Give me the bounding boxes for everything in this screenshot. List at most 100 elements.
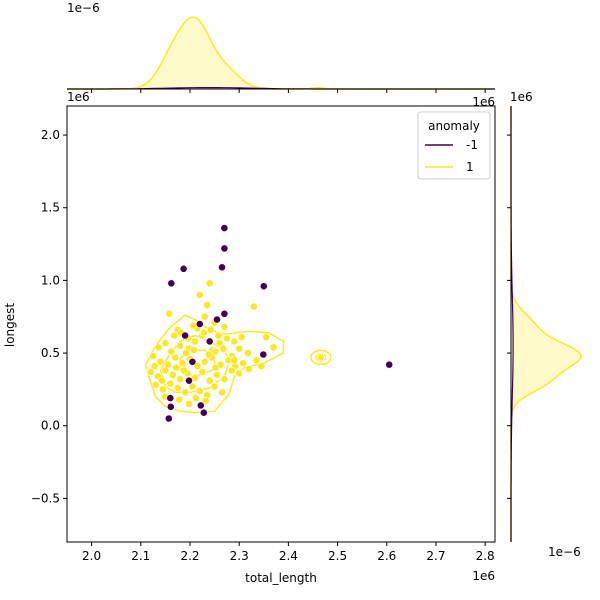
x-tick-label: 2.2 [180,549,199,563]
scatter-point-anomaly-pos [269,343,278,352]
scatter-point-anomaly-pos [189,346,198,355]
scatter-point-anomaly-pos [220,375,229,384]
scatter-point-anomaly-pos [185,399,193,408]
x-tick-label: 2.3 [230,549,249,563]
scatter-point-anomaly-pos [245,365,253,373]
scatter-point-anomaly-pos [170,331,179,340]
scatter-point-anomaly-pos [181,388,189,397]
scatter-point-anomaly-pos [249,302,258,311]
scatter-point-anomaly-pos [211,363,220,372]
scatter-point-anomaly-pos [205,279,214,288]
plot-frame [66,105,496,543]
scatter-point-anomaly-pos [166,379,175,388]
scatter-point-anomaly-pos [206,325,215,334]
scatter-point-anomaly-neg [166,394,175,402]
scatter-point-anomaly-pos [156,357,165,366]
scatter-point-anomaly-pos [199,328,208,337]
scatter-point-anomaly-pos [200,312,209,321]
scatter-point-anomaly-pos [173,383,182,392]
y-tick-label: 1.5 [41,201,60,215]
scatter-point-anomaly-pos [211,347,220,356]
scatter-point-anomaly-neg [259,282,268,291]
main-plot-area: 2.0 2.1 2.2 2.3 2.4 2.5 2.6 2.7 2.8 −0.5 0.0 0.5 1.… [3,90,533,585]
scatter-point-anomaly-pos [176,375,184,384]
scatter-point-anomaly-neg [220,244,229,253]
x-tick-label: 2.0 [82,549,101,563]
top-marginal-offset-label: 1e−6 [67,1,100,15]
x-tick-label: 2.6 [377,549,396,563]
y-tick-label: 1.0 [41,273,60,287]
kde-contour-island [310,349,332,366]
scatter-point-anomaly-pos [214,331,223,340]
scatter-point-anomaly-pos [198,368,207,376]
scatter-point-anomaly-pos [210,382,219,391]
scatter-point-anomaly-pos [252,356,261,365]
y-axis-ticks: −0.5 0.0 0.5 1.0 1.5 2.0 [31,128,67,505]
scatter-point-anomaly-pos [168,370,177,379]
scatter-point-anomaly-pos [213,370,221,379]
scatter-point-anomaly-pos [244,349,252,357]
scatter-point-anomaly-neg [199,408,208,417]
y-axis-label: longest [3,303,17,348]
legend-label-anomaly-pos: 1 [466,160,474,174]
scatter-point-anomaly-neg [164,414,173,423]
scatter-point-anomaly-pos [239,359,247,368]
scatter-point-anomaly-neg [259,350,268,359]
scatter-point-anomaly-neg [220,224,229,232]
x-tick-label: 2.4 [279,549,298,563]
legend-label-anomaly-neg: -1 [466,138,478,152]
scatter-point-anomaly-neg [205,337,214,346]
y-tick-label: 2.0 [41,128,60,142]
x-axis-label: total_length [245,571,317,585]
scatter-point-anomaly-pos [189,321,198,330]
scatter-point-anomaly-pos [230,337,239,346]
scatter-point-anomaly-neg [185,376,193,385]
top-kde-line-anomaly-pos [67,16,494,90]
scatter-point-anomaly-pos [195,290,204,299]
scatter-point-anomaly-neg [220,309,229,318]
scatter-point-anomaly-pos [222,334,231,343]
scatter-point-anomaly-pos [218,388,226,397]
scatter-point-anomaly-neg [179,264,188,273]
scatter-point-anomaly-pos [205,376,214,385]
top-marginal-ticks [91,89,486,93]
scatter-point-anomaly-pos [193,362,202,370]
right-marginal-density: 1e−6 [507,106,582,559]
scatter-point-anomaly-pos [158,385,167,394]
scatter-point-anomaly-pos [146,368,155,376]
scatter-point-anomaly-neg [213,315,221,324]
scatter-points [146,224,394,423]
scatter-point-anomaly-pos [176,341,184,350]
scatter-point-anomaly-pos [190,337,199,346]
legend-title: anomaly [428,119,480,133]
scatter-point-anomaly-pos [200,357,209,366]
x-axis-ticks: 2.0 2.1 2.2 2.3 2.4 2.5 2.6 2.7 2.8 [82,542,495,563]
scatter-point-anomaly-neg [181,331,189,340]
scatter-point-anomaly-pos [201,397,210,405]
scatter-point-anomaly-pos [150,362,159,370]
scatter-point-anomaly-pos [165,309,174,318]
scatter-point-anomaly-pos [154,343,163,352]
legend-box [417,111,491,180]
scatter-point-anomaly-pos [220,322,229,331]
scatter-point-anomaly-neg [166,402,175,411]
right-kde-fill-anomaly-pos [511,106,581,542]
x-tick-label: 2.5 [328,549,347,563]
scatter-point-anomaly-neg [218,263,226,272]
scatter-point-anomaly-pos [151,381,160,389]
scatter-point-anomaly-pos [235,369,244,378]
scatter-point-anomaly-pos [191,394,200,402]
top-marginal-density: 1e−6 [67,1,495,93]
scatter-point-anomaly-neg [188,357,197,366]
scatter-point-anomaly-pos [157,376,166,385]
y-tick-label: 0.5 [41,346,60,360]
scatter-point-anomaly-pos [262,333,271,341]
x-tick-label: 2.1 [131,549,150,563]
scatter-point-anomaly-pos [161,338,170,347]
scatter-point-anomaly-pos [204,350,213,359]
scatter-point-anomaly-neg [167,279,176,288]
scatter-point-anomaly-pos [167,347,176,356]
top-marginal-x-offset-label: 1e6 [472,95,495,109]
scatter-point-anomaly-pos [235,344,244,353]
